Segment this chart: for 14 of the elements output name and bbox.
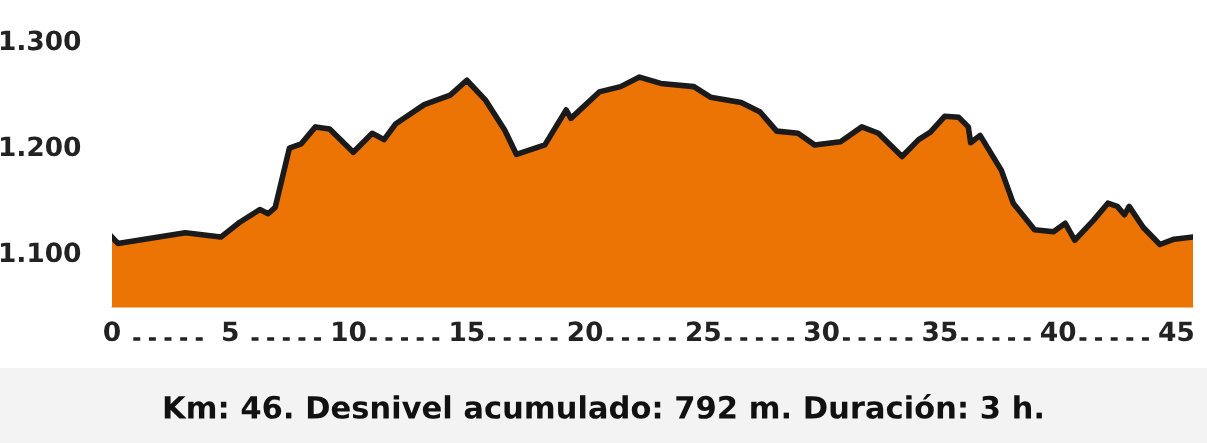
x-tick-label: 0 <box>104 321 120 342</box>
y-tick-label: 1.100 <box>0 242 81 263</box>
x-tick-label: 25 <box>687 321 720 342</box>
x-tick-label: 40 <box>1041 321 1076 342</box>
x-tick-label: 20 <box>568 321 603 342</box>
x-tick-label: 15 <box>451 321 484 342</box>
x-tick-label: 10 <box>333 321 366 342</box>
x-tick-label: 5 <box>223 321 238 342</box>
y-tick-label: 1.300 <box>0 30 81 51</box>
x-tick-label: 35 <box>923 321 957 342</box>
x-tick-label: 30 <box>805 321 839 342</box>
y-tick-label: 1.200 <box>0 136 81 157</box>
text: Km: 46. Desnivel acumulado: 792 m. Duración: 3 h. <box>164 393 1042 419</box>
x-tick-label: 45 <box>1159 321 1193 342</box>
